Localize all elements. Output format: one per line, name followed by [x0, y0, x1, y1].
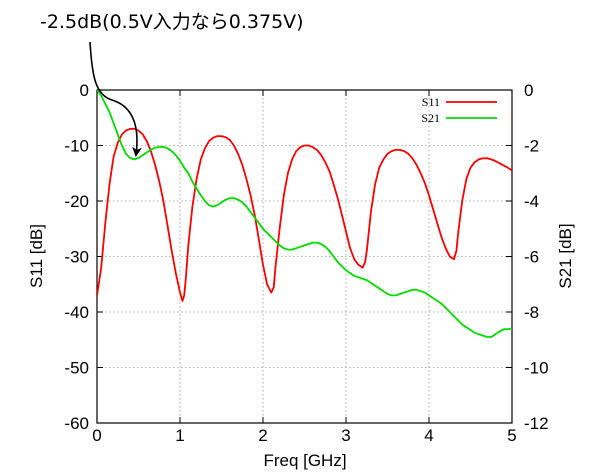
- y-right-tick-label: -4: [524, 192, 539, 211]
- legend: S11 S21: [421, 95, 497, 125]
- y-left-tick-label: -60: [64, 414, 89, 433]
- x-tick-label: 3: [341, 426, 350, 445]
- x-tick-label: 4: [424, 426, 433, 445]
- x-axis-label: Freq [GHz]: [263, 451, 346, 470]
- y-left-tick-label: -40: [64, 303, 89, 322]
- series-group: [97, 90, 512, 338]
- chart-annotation: -2.5dB(0.5V入力なら0.375V): [40, 11, 304, 33]
- y-right-tick-label: -8: [524, 303, 539, 322]
- x-tick-label: 2: [258, 426, 267, 445]
- y-left-axis-label: S11 [dB]: [27, 224, 46, 288]
- y-left-tick-label: 0: [80, 81, 89, 100]
- y-right-axis-label: S21 [dB]: [556, 223, 575, 288]
- grid: [97, 90, 512, 423]
- y-left-tick-label: -50: [64, 359, 89, 378]
- x-tick-label: 0: [92, 426, 101, 445]
- y-right-tick-label: -6: [524, 248, 539, 267]
- y-left-tick-label: -10: [64, 137, 89, 156]
- y-right-ticks: 0 -2 -4 -6 -8 -10 -12: [506, 81, 549, 433]
- y-right-tick-label: 0: [524, 81, 533, 100]
- x-tick-label: 5: [507, 426, 516, 445]
- y-left-ticks: 0 -10 -20 -30 -40 -50 -60: [64, 81, 103, 433]
- series-line-s21: [97, 90, 512, 338]
- annotation-arrow: [89, 41, 142, 157]
- y-left-tick-label: -30: [64, 248, 89, 267]
- y-left-tick-label: -20: [64, 192, 89, 211]
- legend-label-s21: S21: [421, 111, 440, 125]
- x-tick-label: 1: [175, 426, 184, 445]
- legend-label-s11: S11: [422, 95, 440, 109]
- series-line-s11: [97, 127, 512, 302]
- y-right-tick-label: -12: [524, 414, 549, 433]
- y-right-tick-label: -2: [524, 137, 539, 156]
- y-right-tick-label: -10: [524, 359, 549, 378]
- x-ticks: 0 1 2 3 4 5: [92, 90, 517, 445]
